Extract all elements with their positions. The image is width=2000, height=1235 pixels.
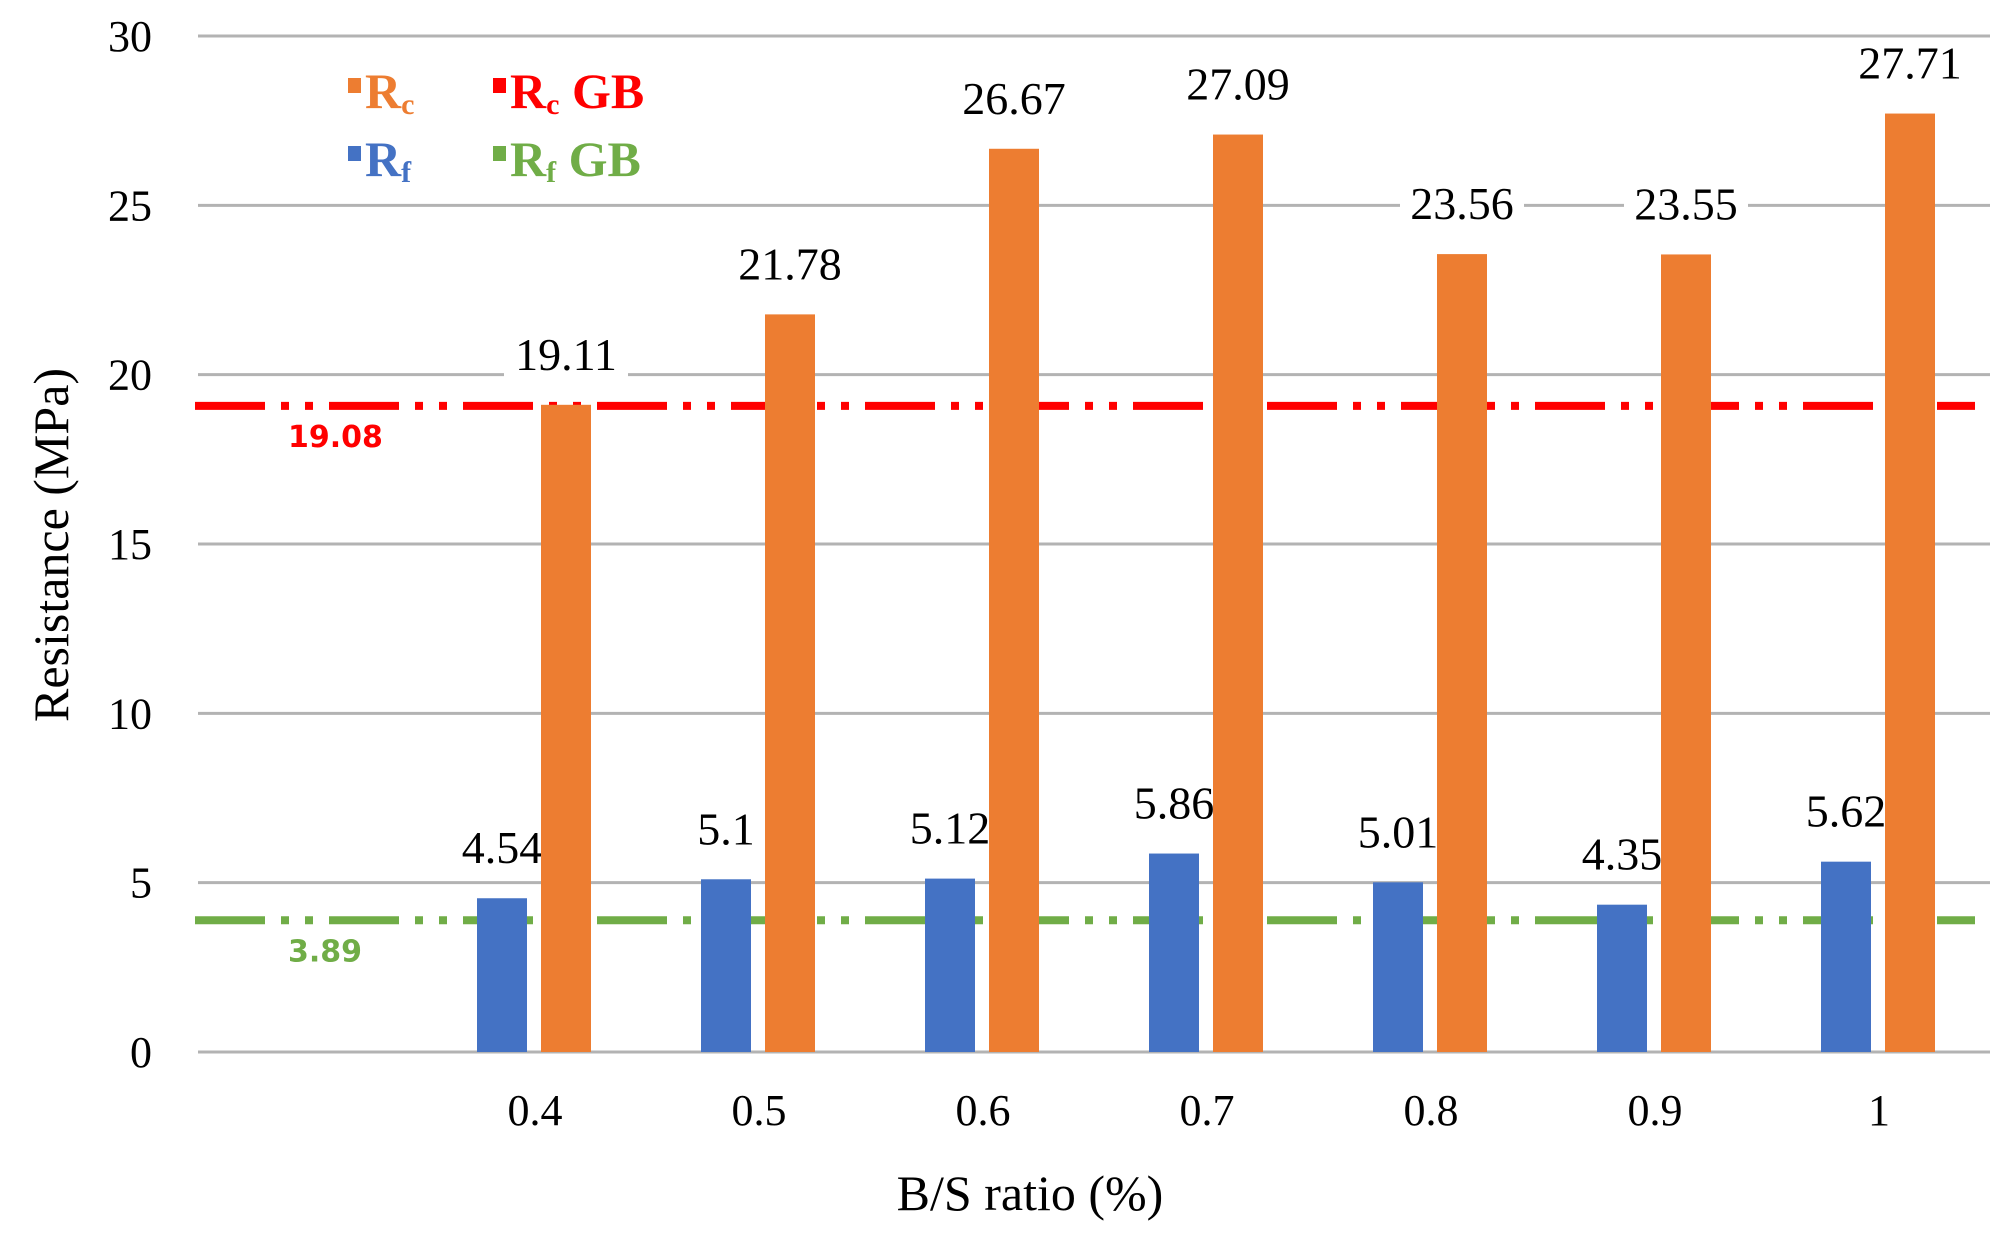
- bar-rf-0.9: [1597, 904, 1647, 1052]
- y-tick-label: 20: [108, 351, 152, 400]
- bars: 4.54 5.1 5.12 5.86 5.01 4.35 5.62 19.11 21.78 26.…: [440, 38, 1972, 1053]
- data-label-background: [504, 329, 628, 380]
- bar-rf-1: [1821, 861, 1871, 1052]
- bar-rf-0.6: [925, 878, 975, 1052]
- bar-rc-0.5: [765, 314, 815, 1052]
- x-axis-ticks: 0.4 0.5 0.6 0.7 0.8 0.9 1: [508, 1086, 1891, 1135]
- legend-item-label: Rc GB: [510, 63, 644, 121]
- legend-swatch: [348, 78, 361, 93]
- data-label: 19.11: [515, 329, 617, 380]
- data-label: 5.12: [910, 803, 991, 854]
- data-label: 23.55: [1634, 178, 1738, 229]
- data-label: 5.86: [1134, 778, 1215, 829]
- y-tick-label: 25: [108, 181, 152, 230]
- reference-line-label: 19.08: [288, 420, 383, 455]
- x-tick-label: 1: [1868, 1086, 1890, 1135]
- data-label: 5.1: [697, 803, 755, 854]
- data-label: 5.62: [1806, 786, 1887, 837]
- legend-swatch: [348, 146, 361, 161]
- data-label-background: [1400, 179, 1524, 230]
- legend-item-label: Rc: [365, 63, 414, 121]
- x-axis-title: B/S ratio (%): [897, 1165, 1164, 1221]
- legend-item-label: Rf: [365, 131, 412, 189]
- data-label: 5.01: [1358, 806, 1439, 857]
- y-tick-label: 30: [108, 12, 152, 61]
- legend-item-label: Rf GB: [510, 131, 641, 189]
- legend: Rc Rc GB Rf Rf GB: [348, 63, 644, 189]
- x-tick-label: 0.6: [956, 1086, 1011, 1135]
- legend-swatch: [493, 78, 506, 93]
- x-tick-label: 0.4: [508, 1086, 563, 1135]
- data-label: 4.35: [1582, 829, 1663, 880]
- data-label: 26.67: [962, 73, 1066, 124]
- data-label-background: [1176, 59, 1300, 110]
- y-axis-title: Resistance (MPa): [23, 368, 79, 722]
- x-tick-label: 0.8: [1404, 1086, 1459, 1135]
- bar-rf-0.4: [477, 898, 527, 1052]
- y-tick-label: 5: [130, 859, 152, 908]
- y-axis-ticks: 0 5 10 15 20 25 30: [108, 12, 152, 1077]
- data-label-background: [1848, 38, 1972, 89]
- bar-rc-0.7: [1213, 134, 1263, 1052]
- y-tick-label: 0: [130, 1028, 152, 1077]
- bar-rf-0.8: [1373, 882, 1423, 1052]
- data-label: 27.71: [1858, 38, 1962, 89]
- data-label-background: [728, 239, 852, 290]
- bar-rc-1: [1885, 113, 1935, 1052]
- x-tick-label: 0.9: [1628, 1086, 1683, 1135]
- y-tick-label: 10: [108, 689, 152, 738]
- x-tick-label: 0.7: [1180, 1086, 1235, 1135]
- bar-rc-0.8: [1437, 254, 1487, 1053]
- gridlines: [198, 34, 1990, 1054]
- bar-rc-0.9: [1661, 254, 1711, 1052]
- data-label-background: [1624, 179, 1748, 230]
- data-label: 4.54: [462, 822, 543, 873]
- legend-swatch: [493, 146, 506, 161]
- data-label-background: [952, 73, 1076, 124]
- bar-rf-0.7: [1149, 853, 1199, 1052]
- data-label: 21.78: [738, 238, 842, 289]
- bar-rc-0.6: [989, 148, 1039, 1052]
- data-label: 27.09: [1186, 59, 1290, 110]
- reference-line-label: 3.89: [288, 934, 362, 969]
- x-tick-label: 0.5: [732, 1086, 787, 1135]
- y-tick-label: 15: [108, 520, 152, 569]
- bar-rf-0.5: [701, 879, 751, 1052]
- bar-rc-0.4: [541, 404, 591, 1053]
- data-label: 23.56: [1410, 178, 1514, 229]
